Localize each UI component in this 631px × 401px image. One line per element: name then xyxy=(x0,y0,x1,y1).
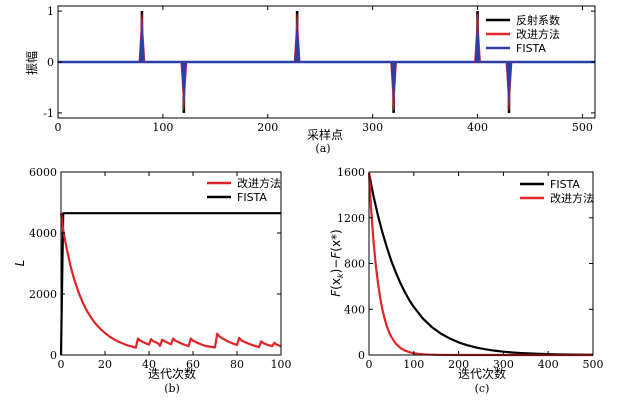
x-tick-label: 0 xyxy=(58,358,65,371)
b-xlabel: 迭代次数 xyxy=(148,366,196,381)
y-tick-label: 0 xyxy=(358,349,365,362)
x-tick-label: 60 xyxy=(186,358,200,371)
x-tick-label: 80 xyxy=(230,358,244,371)
a-series-group xyxy=(58,11,595,113)
x-tick-label: 0 xyxy=(55,121,62,134)
b-caption: (b) xyxy=(164,382,180,395)
x-tick-label: 400 xyxy=(538,358,559,371)
y-tick-label: 400 xyxy=(344,303,365,316)
y-tick-label: 0 xyxy=(50,349,57,362)
x-tick-label: 300 xyxy=(493,358,514,371)
c-ylabel-minus: )− xyxy=(329,259,343,274)
c-caption: (c) xyxy=(475,382,490,395)
legend-label: 改进方法 xyxy=(516,27,560,41)
x-tick-label: 400 xyxy=(467,121,488,134)
b-series-group xyxy=(59,212,282,356)
a-ylabel: 振幅 xyxy=(24,51,39,75)
c-ylabel-x1: (x xyxy=(329,278,343,290)
c-ylabel-f2: F xyxy=(329,251,343,259)
legend-label: 改进方法 xyxy=(550,191,594,205)
c-ylabel-xstar: (x*) xyxy=(329,229,343,251)
fista-spike xyxy=(506,61,512,103)
c-ylabel-f1: F xyxy=(329,289,343,297)
fista-spike xyxy=(390,61,397,103)
b-ylabel: L xyxy=(13,260,27,267)
c-ylabel-sub: k xyxy=(336,273,345,278)
y-tick-label: 1200 xyxy=(337,212,365,225)
legend-label: FISTA xyxy=(237,191,267,204)
x-tick-label: 200 xyxy=(448,358,469,371)
x-tick-label: 100 xyxy=(403,358,424,371)
x-tick-label: 500 xyxy=(583,358,604,371)
y-tick-label: 1600 xyxy=(337,166,365,179)
legend-label: FISTA xyxy=(516,42,546,55)
plot-frame xyxy=(60,171,282,356)
x-tick-label: 40 xyxy=(142,358,156,371)
y-tick-label: 0 xyxy=(47,56,54,69)
a-xlabel: 采样点 xyxy=(307,127,343,142)
fista-spike xyxy=(138,21,145,63)
panel-a: 0 100 200 300 400 500-101 采样点 振幅 (a) 反射系数改进方法… xyxy=(24,5,596,155)
y-tick-label: 2000 xyxy=(29,288,57,301)
x-tick-label: 100 xyxy=(271,358,292,371)
c-xlabel: 迭代次数 xyxy=(458,366,506,381)
y-tick-label: 800 xyxy=(344,258,365,271)
x-tick-label: 500 xyxy=(572,121,593,134)
fista-spike xyxy=(474,21,481,63)
x-tick-label: 100 xyxy=(152,121,173,134)
x-tick-label: 200 xyxy=(257,121,278,134)
improved-method-lipschitz-line xyxy=(59,213,282,349)
y-tick-label: 6000 xyxy=(29,166,57,179)
a-caption: (a) xyxy=(315,142,330,155)
x-tick-label: 20 xyxy=(98,358,112,371)
x-tick-label: 300 xyxy=(362,121,383,134)
y-tick-label: -1 xyxy=(43,107,54,120)
legend-label: FISTA xyxy=(550,178,580,191)
c-axes-group: 0 100 200 300 400 500 0 400 800 1200 1600 xyxy=(337,166,604,371)
fista-lipschitz-line xyxy=(59,212,281,356)
x-tick-label: 0 xyxy=(366,358,373,371)
panel-b: 0 20 40 60 80 100 0 2000 4000 6000 迭代次数 L (b) 改进方… xyxy=(13,166,292,395)
fista-spike xyxy=(294,21,301,63)
fista-spike xyxy=(180,61,187,103)
legend-label: 反射系数 xyxy=(516,13,560,27)
y-tick-label: 4000 xyxy=(29,227,57,240)
a-axes-group: 0 100 200 300 400 500-101 xyxy=(43,5,596,134)
legend-label: 改进方法 xyxy=(237,176,281,190)
b-axes-group: 0 20 40 60 80 100 0 2000 4000 6000 xyxy=(29,166,292,371)
y-tick-label: 1 xyxy=(47,5,54,18)
c-ylabel: F(xk)−F(x*) xyxy=(329,229,345,296)
